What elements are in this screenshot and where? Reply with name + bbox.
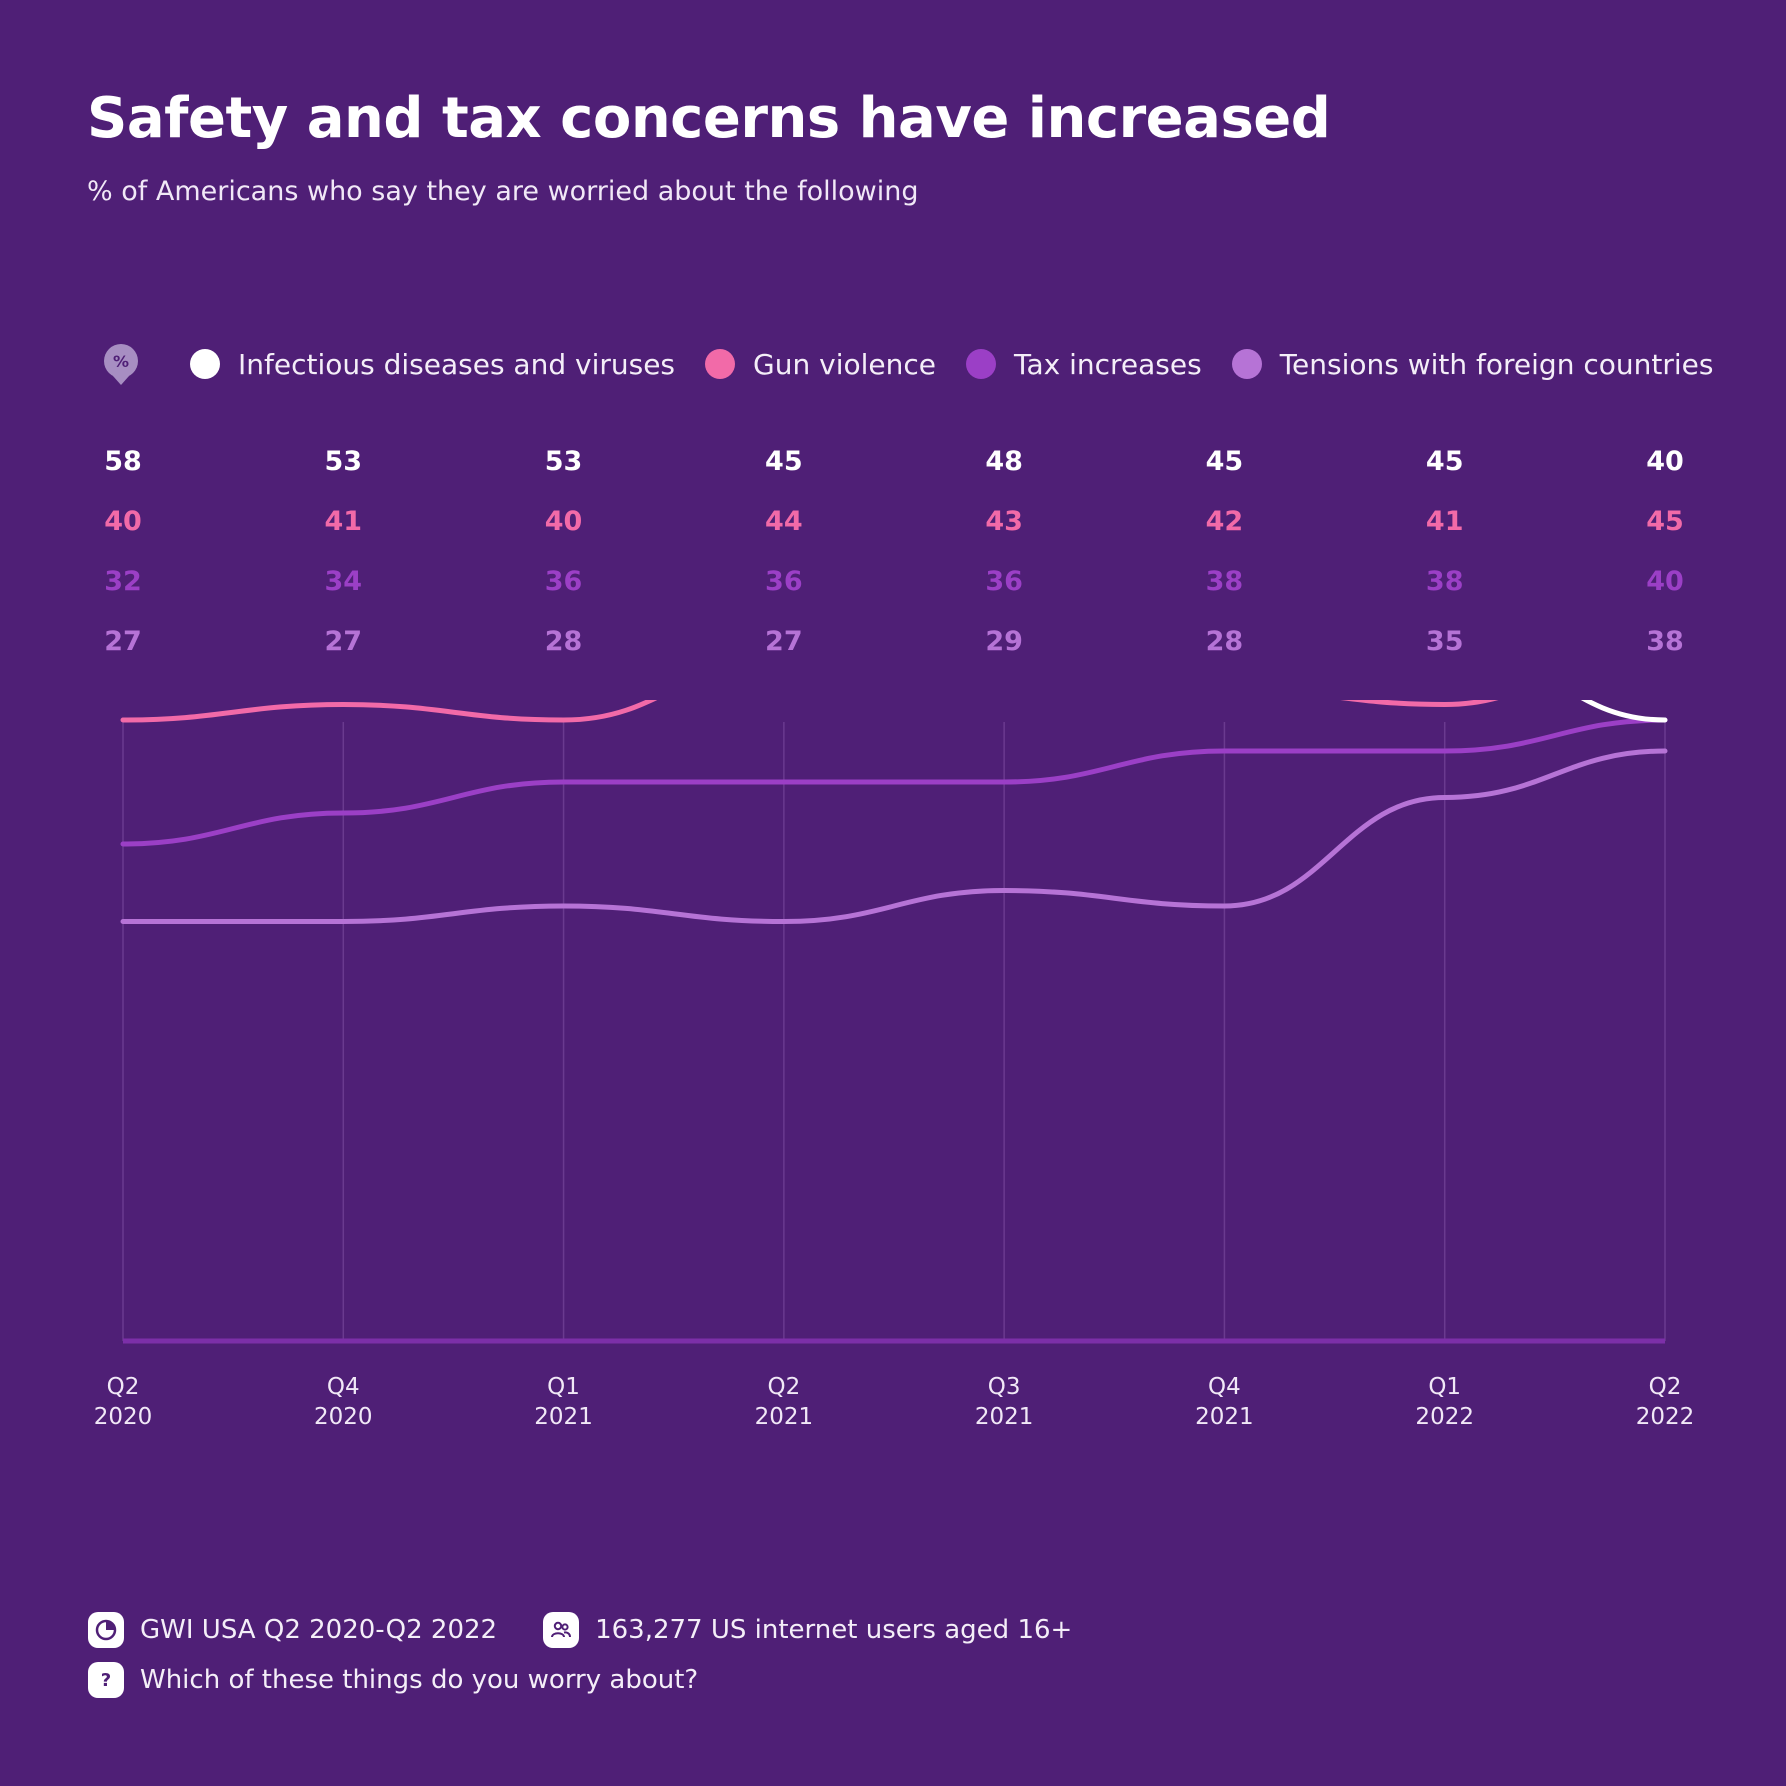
- legend-dot-icon: [705, 349, 736, 379]
- gwi-logo-icon: [88, 1612, 124, 1648]
- data-label: 32: [104, 566, 142, 597]
- x-tick-year: 2020: [93, 1404, 153, 1430]
- percent-badge-label: %: [104, 344, 138, 378]
- x-tick-label: Q1 2021: [534, 1372, 593, 1432]
- chart-subtitle: % of Americans who say they are worried …: [87, 176, 919, 207]
- data-label: 58: [104, 446, 142, 477]
- x-tick-year: 2022: [1415, 1404, 1474, 1430]
- x-tick-year: 2021: [754, 1404, 814, 1430]
- data-label: 43: [985, 506, 1023, 537]
- data-label: 38: [1425, 566, 1464, 597]
- data-label: 35: [1425, 626, 1464, 657]
- x-tick-label: Q3 2021: [975, 1372, 1034, 1432]
- data-label: 29: [985, 626, 1023, 657]
- series-line-1: [120, 700, 1499, 723]
- question-text: Which of these things do you worry about…: [140, 1665, 699, 1695]
- source-text: GWI USA Q2 2020-Q2 2022: [140, 1615, 498, 1645]
- x-tick-label: Q4 2020: [314, 1372, 373, 1432]
- series-line-2: [120, 717, 1668, 847]
- x-tick-label: Q2 2022: [1636, 1372, 1695, 1432]
- legend-label: Infectious diseases and viruses: [238, 347, 676, 381]
- users-icon: [543, 1612, 580, 1648]
- line-chart: [120, 700, 1668, 1344]
- x-tick-year: 2021: [1195, 1404, 1254, 1430]
- legend-label: Gun violence: [753, 347, 936, 381]
- sample-text: 163,277 US internet users aged 16+: [595, 1615, 1073, 1645]
- x-tick-quarter: Q3: [987, 1374, 1021, 1400]
- legend: % Infectious diseases and viruses Gun vi…: [104, 344, 1714, 385]
- legend-item-tax-increases: Tax increases: [965, 347, 1202, 381]
- data-label: 53: [544, 446, 583, 477]
- x-tick-year: 2021: [534, 1404, 593, 1430]
- x-tick-year: 2022: [1635, 1404, 1695, 1430]
- legend-dot-icon: [1231, 349, 1262, 379]
- legend-dot-icon: [965, 349, 996, 379]
- data-label: 41: [1425, 506, 1464, 537]
- x-tick-quarter: Q2: [767, 1374, 801, 1400]
- data-label: 34: [324, 566, 363, 597]
- x-tick-label: Q2 2020: [94, 1372, 153, 1432]
- data-label: 40: [1646, 446, 1684, 477]
- x-tick-quarter: Q1: [547, 1374, 580, 1400]
- data-label: 36: [544, 566, 583, 597]
- data-label: 36: [985, 566, 1023, 597]
- data-label-table: 58 53 53 45 48 45 45 40 40 41 40 44 43 42 41 45 32 34 36 36…: [0, 446, 1786, 676]
- footer-question: ? Which of these things do you worry abo…: [88, 1662, 698, 1698]
- data-label: 45: [1646, 506, 1684, 537]
- legend-item-foreign-tensions: Tensions with foreign countries: [1231, 347, 1714, 381]
- data-label: 40: [544, 506, 583, 537]
- data-label: 38: [1646, 626, 1684, 657]
- legend-item-gun-violence: Gun violence: [705, 348, 936, 381]
- footer-source: GWI USA Q2 2020-Q2 2022 163,277 US inter…: [88, 1612, 1072, 1648]
- legend-dot-icon: [190, 349, 220, 379]
- x-tick-quarter: Q2: [1648, 1374, 1682, 1400]
- data-label: 45: [765, 446, 803, 477]
- data-label: 48: [985, 446, 1023, 477]
- legend-item-infectious-diseases: Infectious diseases and viruses: [190, 348, 675, 381]
- x-tick-label: Q1 2022: [1415, 1372, 1474, 1432]
- series-line-3: [120, 748, 1668, 925]
- x-tick-quarter: Q1: [1428, 1374, 1462, 1400]
- data-label: 27: [104, 626, 142, 657]
- data-label: 28: [1205, 626, 1244, 657]
- legend-label: Tax increases: [1013, 347, 1202, 381]
- data-label: 28: [544, 626, 583, 657]
- data-label: 38: [1205, 566, 1244, 597]
- x-tick-quarter: Q2: [106, 1374, 140, 1400]
- x-tick-quarter: Q4: [1208, 1374, 1241, 1400]
- data-label: 44: [765, 506, 803, 537]
- data-label: 40: [1646, 566, 1684, 597]
- x-tick-year: 2020: [314, 1404, 373, 1430]
- data-label: 45: [1425, 446, 1464, 477]
- percent-badge-icon: %: [104, 344, 138, 385]
- x-tick-year: 2021: [974, 1404, 1034, 1430]
- data-label: 40: [104, 506, 142, 537]
- data-label: 36: [765, 566, 803, 597]
- legend-label: Tensions with foreign countries: [1279, 347, 1714, 381]
- data-label: 45: [1205, 446, 1244, 477]
- data-label: 27: [324, 626, 363, 657]
- data-label: 42: [1205, 506, 1244, 537]
- data-label: 27: [765, 626, 803, 657]
- data-label: 53: [324, 446, 363, 477]
- chart-title: Safety and tax concerns have increased: [87, 86, 1331, 151]
- x-tick-label: Q4 2021: [1195, 1372, 1254, 1432]
- data-label: 41: [324, 506, 363, 537]
- x-tick-label: Q2 2021: [755, 1372, 814, 1432]
- question-icon: ?: [88, 1662, 124, 1698]
- x-tick-quarter: Q4: [326, 1374, 360, 1400]
